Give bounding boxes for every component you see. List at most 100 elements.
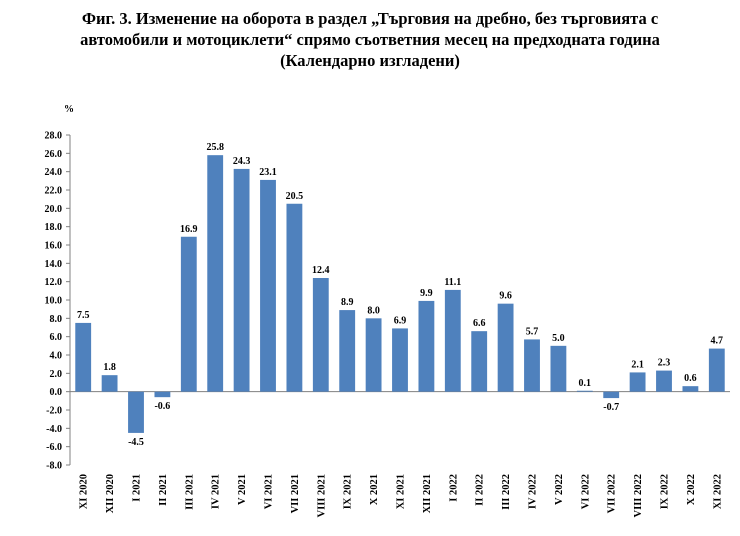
y-tick-label: 4.0 <box>50 351 63 362</box>
bar <box>497 303 514 392</box>
y-tick-label: 22.0 <box>45 186 63 197</box>
y-tick-label: 24.0 <box>45 167 63 178</box>
y-tick-label: -6.0 <box>46 442 62 453</box>
y-tick-label: -8.0 <box>46 461 62 472</box>
x-tick-label: XII 2021 <box>422 474 433 513</box>
bar <box>656 370 672 392</box>
axes-group: -8.0 -6.0 -4.0 -2.0 0.0 2.0 4.0 6.0 8.0 10.0 12.0 1… <box>45 131 730 472</box>
bar <box>260 179 276 392</box>
bar <box>233 168 250 392</box>
chart-title-line-2: автомобили и мотоциклети“ спрямо съответ… <box>80 30 660 49</box>
data-label: 8.0 <box>367 305 380 316</box>
bar <box>101 375 118 392</box>
data-label: 6.9 <box>394 315 407 326</box>
bar <box>180 236 197 392</box>
x-tick-label: III 2022 <box>501 474 512 510</box>
data-label: 7.5 <box>77 310 90 321</box>
data-label: 9.9 <box>420 288 433 299</box>
data-label: 16.9 <box>180 224 198 235</box>
bar <box>471 331 488 392</box>
x-tick-label: XI 2022 <box>712 474 723 509</box>
bar <box>312 278 329 392</box>
data-label: -0.7 <box>603 402 619 413</box>
data-label: -4.5 <box>128 437 144 448</box>
data-label: 0.1 <box>579 378 592 389</box>
x-tick-label: XII 2020 <box>105 474 116 513</box>
x-tick-label: VIII 2021 <box>316 474 327 517</box>
data-label: 12.4 <box>312 265 330 276</box>
data-label: 5.7 <box>526 326 539 337</box>
bar <box>286 203 303 392</box>
bar <box>154 391 171 398</box>
x-tick-label: V 2022 <box>554 474 565 505</box>
data-label: 5.0 <box>552 333 565 344</box>
x-tick-label: IX 2022 <box>660 474 671 509</box>
x-tick-labels-group: XI 2020 XII 2020 I 2021 II 2021 III 2021 IV 2… <box>79 474 724 517</box>
x-tick-label: IV 2021 <box>211 474 222 509</box>
bar <box>339 310 356 392</box>
y-tick-label: 26.0 <box>45 149 63 160</box>
data-label: 2.3 <box>658 358 671 369</box>
bar <box>524 339 540 392</box>
y-tick-label: -4.0 <box>46 424 62 435</box>
y-tick-label: 2.0 <box>50 369 63 380</box>
bar <box>128 391 144 433</box>
y-tick-label: 16.0 <box>45 241 63 252</box>
bar <box>444 289 461 392</box>
data-label: 24.3 <box>233 156 251 167</box>
data-label: 23.1 <box>259 167 277 178</box>
y-tick-label: 14.0 <box>45 259 63 270</box>
chart-title-line-3: (Календарно изгладени) <box>280 51 460 70</box>
chart-title-line-1: Фиг. 3. Изменение на оборота в раздел „Т… <box>81 9 659 28</box>
x-tick-label: VII 2022 <box>607 474 618 513</box>
data-label: 25.8 <box>206 142 224 153</box>
x-tick-label: IX 2021 <box>343 474 354 509</box>
bar <box>392 328 408 392</box>
x-tick-label: VI 2021 <box>264 474 275 509</box>
y-tick-label: 10.0 <box>45 296 63 307</box>
x-tick-label: VIII 2022 <box>633 474 644 517</box>
y-tick-label: 8.0 <box>50 314 63 325</box>
bar <box>682 386 699 392</box>
bar <box>576 390 593 392</box>
data-label: 9.6 <box>499 291 512 302</box>
data-label: 20.5 <box>286 191 304 202</box>
bars-group <box>75 155 725 433</box>
x-tick-label: IV 2022 <box>528 474 539 509</box>
y-tick-label: 20.0 <box>45 204 63 215</box>
y-tick-label: 28.0 <box>45 131 63 142</box>
x-tick-label: VII 2021 <box>290 474 301 513</box>
data-labels-group: 7.5 1.8 -4.5 -0.6 16.9 25.8 24.3 23.1 20.5 12.4 8.… <box>77 142 723 448</box>
x-tick-label: I 2022 <box>448 474 459 502</box>
y-tick-label: 18.0 <box>45 222 63 233</box>
x-tick-label: II 2022 <box>475 474 486 506</box>
x-tick-label: X 2022 <box>686 474 697 505</box>
data-label: 6.6 <box>473 318 486 329</box>
y-tick-label: 12.0 <box>45 277 63 288</box>
x-tick-label: II 2021 <box>158 474 169 506</box>
y-tick-label: 0.0 <box>50 387 63 398</box>
chart-title: Фиг. 3. Изменение на оборота в раздел „Т… <box>0 8 740 71</box>
data-label: 4.7 <box>711 336 724 347</box>
x-tick-label: I 2021 <box>132 474 143 502</box>
bar <box>629 372 646 392</box>
bar <box>603 391 620 399</box>
x-tick-label: XI 2020 <box>79 474 90 509</box>
y-tick-label: 6.0 <box>50 332 63 343</box>
x-tick-label: V 2021 <box>237 474 248 505</box>
data-label: -0.6 <box>154 401 170 412</box>
y-axis-unit-label: % <box>64 104 74 115</box>
x-tick-label: VI 2022 <box>580 474 591 509</box>
bar <box>708 348 725 392</box>
bar <box>365 318 382 392</box>
bar <box>75 322 92 392</box>
data-label: 0.6 <box>684 373 697 384</box>
bar <box>550 345 567 392</box>
data-label: 11.1 <box>444 277 461 288</box>
bar <box>418 300 435 392</box>
data-label: 2.1 <box>631 359 644 370</box>
y-tick-label: -2.0 <box>46 406 62 417</box>
x-tick-label: III 2021 <box>184 474 195 510</box>
data-label: 1.8 <box>103 362 116 373</box>
